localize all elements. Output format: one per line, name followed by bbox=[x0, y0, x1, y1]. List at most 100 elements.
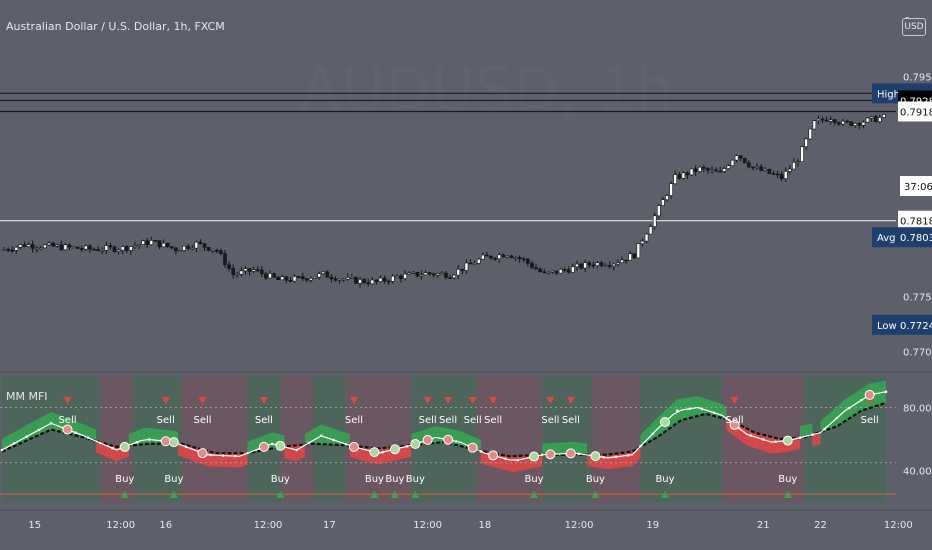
candle-up bbox=[456, 268, 461, 276]
mfi-cloud bbox=[79, 422, 84, 438]
fast-line-dot bbox=[0, 448, 4, 452]
buy-marker bbox=[389, 444, 400, 455]
fast-line-dot bbox=[847, 406, 851, 410]
candle-down bbox=[738, 155, 743, 159]
candle-down bbox=[276, 276, 281, 281]
mfi-cloud bbox=[513, 455, 518, 473]
buy-marker bbox=[168, 437, 179, 448]
buy-arrow bbox=[591, 491, 600, 498]
buy-arrow bbox=[370, 491, 379, 498]
candle-down bbox=[702, 166, 706, 169]
candle-up bbox=[403, 273, 407, 279]
fast-line-dot bbox=[319, 434, 323, 438]
candle-down bbox=[444, 272, 448, 278]
background-zone bbox=[280, 376, 297, 502]
candle-up bbox=[697, 166, 702, 172]
candle-down bbox=[227, 264, 231, 269]
background-zone bbox=[509, 376, 526, 502]
candle-down bbox=[157, 240, 162, 248]
candle-down bbox=[30, 244, 35, 249]
time-tick: 12:00 bbox=[884, 520, 913, 531]
candle-down bbox=[742, 157, 747, 164]
mfi-cloud bbox=[525, 455, 530, 470]
fast-line-dot bbox=[639, 445, 642, 448]
candle-down bbox=[493, 257, 497, 260]
mfi-cloud bbox=[607, 454, 612, 470]
candle-down bbox=[231, 268, 235, 276]
candle-down bbox=[108, 245, 113, 248]
background-zone bbox=[558, 376, 575, 502]
fast-line-dot bbox=[798, 436, 802, 439]
background-zone bbox=[394, 376, 412, 502]
candle-up bbox=[436, 273, 440, 276]
candle-down bbox=[255, 269, 260, 272]
candle-up bbox=[644, 233, 649, 242]
candle-down bbox=[849, 121, 853, 126]
candle-up bbox=[853, 123, 858, 126]
candle-down bbox=[88, 245, 92, 250]
candle-down bbox=[153, 240, 158, 242]
sell-arrow bbox=[259, 397, 268, 404]
candle-up bbox=[571, 266, 575, 273]
mfi-cloud bbox=[574, 441, 580, 455]
buy-arrow bbox=[276, 491, 285, 498]
candle-up bbox=[440, 272, 444, 275]
level-tag-value: 0.78039 bbox=[900, 233, 932, 244]
candle-up bbox=[358, 279, 362, 284]
candle-up bbox=[390, 275, 395, 282]
background-zone bbox=[624, 376, 641, 502]
mfi-cloud bbox=[840, 399, 846, 424]
fast-line-dot bbox=[712, 411, 716, 415]
buy-arrow bbox=[530, 491, 539, 498]
candle-up bbox=[452, 274, 456, 279]
fast-line-dot bbox=[614, 455, 618, 459]
level-tag-label: High bbox=[877, 89, 900, 100]
candle-up bbox=[816, 118, 821, 122]
candle-down bbox=[79, 248, 84, 250]
currency-button[interactable]: USD bbox=[902, 18, 926, 36]
candle-up bbox=[878, 117, 882, 122]
mfi-cloud bbox=[779, 438, 784, 453]
candle-up bbox=[558, 269, 563, 274]
candle-down bbox=[112, 246, 117, 252]
candle-down bbox=[767, 168, 772, 174]
time-tick: 22 bbox=[814, 520, 827, 531]
candle-up bbox=[792, 162, 796, 170]
background-zone bbox=[214, 376, 232, 502]
fast-line-dot bbox=[749, 434, 753, 437]
candle-down bbox=[501, 254, 506, 258]
candle-up bbox=[47, 242, 51, 246]
buy-arrow bbox=[120, 491, 129, 498]
buy-marker bbox=[660, 416, 670, 427]
buy-marker bbox=[590, 451, 601, 462]
candle-down bbox=[427, 272, 432, 275]
candle-down bbox=[771, 173, 776, 175]
candle-up bbox=[268, 273, 272, 279]
sell-marker bbox=[565, 448, 576, 459]
sell-arrow bbox=[198, 397, 207, 404]
sell-arrow bbox=[349, 397, 358, 404]
candle-up bbox=[116, 249, 121, 252]
candle-down bbox=[554, 270, 559, 274]
candle-up bbox=[513, 257, 518, 259]
candle-down bbox=[521, 258, 526, 261]
candle-up bbox=[178, 250, 182, 252]
fast-line-dot bbox=[209, 453, 213, 457]
mfi-cloud bbox=[800, 425, 805, 438]
buy-label: Buy bbox=[655, 474, 674, 485]
mfi-cloud bbox=[836, 402, 841, 427]
background-zone bbox=[182, 376, 199, 502]
candle-down bbox=[366, 282, 371, 285]
candle-up bbox=[787, 168, 792, 172]
time-tick: 21 bbox=[757, 520, 770, 531]
sell-label: Sell bbox=[157, 415, 175, 426]
candle-down bbox=[857, 123, 862, 126]
candle-up bbox=[636, 243, 641, 259]
mfi-cloud bbox=[812, 433, 817, 447]
candle-down bbox=[566, 269, 571, 273]
oscillator-tick: 40.00 bbox=[903, 467, 932, 478]
mfi-cloud bbox=[304, 431, 309, 445]
candle-down bbox=[526, 258, 530, 264]
mfi-cloud bbox=[362, 446, 367, 462]
